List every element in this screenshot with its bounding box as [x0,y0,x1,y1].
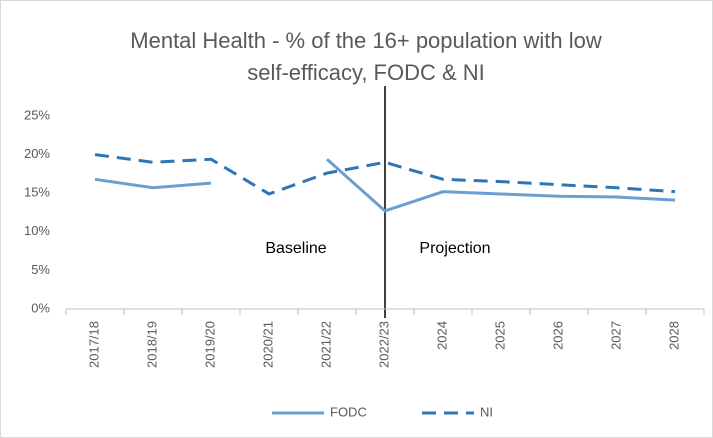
x-tick-label: 2027 [608,321,623,350]
chart-title: Mental Health - % of the 16+ population … [130,28,602,53]
x-tick-label: 2028 [666,321,681,350]
x-tick-label: 2019/20 [202,321,217,368]
x-tick-label: 2025 [492,321,507,350]
x-tick-label: 2021/22 [318,321,333,368]
y-tick-label: 5% [31,262,50,277]
y-tick-label: 15% [24,185,50,200]
x-tick-label: 2026 [550,321,565,350]
line-series [94,158,676,213]
x-tick-label: 2020/21 [260,321,275,368]
x-tick-label: 2018/19 [144,321,159,368]
line-series [94,153,676,196]
x-tick-label: 2022/23 [376,321,391,368]
y-tick-label: 20% [24,146,50,161]
annotation: Projection [419,240,490,257]
legend-label: FODC [330,404,367,419]
annotation: Baseline [265,240,326,257]
y-tick-label: 25% [24,107,50,122]
legend-label: NI [480,404,493,419]
y-tick-label: 10% [24,223,50,238]
x-tick-label: 2017/18 [86,321,101,368]
chart-title: self-efficacy, FODC & NI [247,60,485,85]
y-tick-label: 0% [31,300,50,315]
x-tick-label: 2024 [434,321,449,350]
